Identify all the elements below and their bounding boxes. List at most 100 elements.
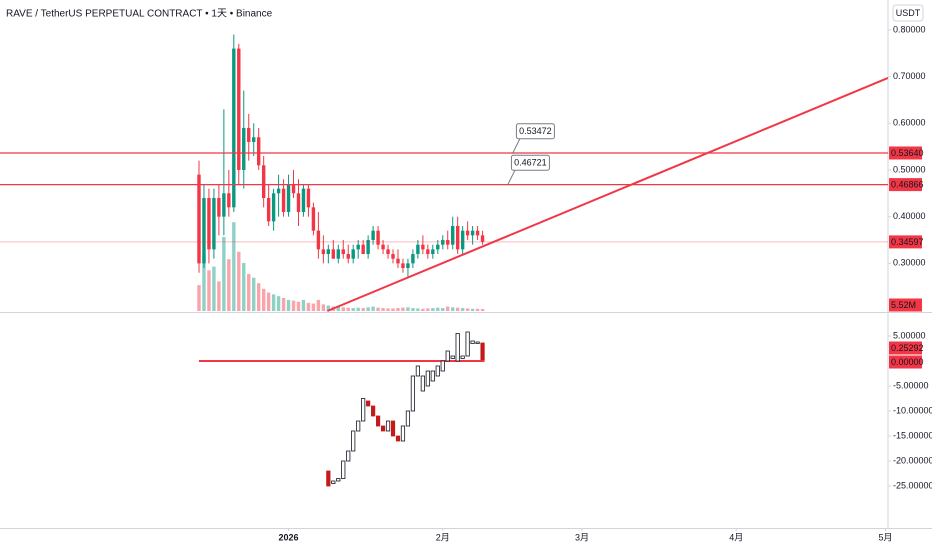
candle-body (386, 249, 390, 255)
oscillator-bar (405, 410, 411, 427)
candle-body (321, 249, 326, 255)
candle-body (271, 193, 276, 222)
candle-body (460, 230, 465, 250)
candle-body (222, 193, 226, 217)
candle-body (455, 226, 460, 250)
candle-body (237, 48, 241, 170)
volume-bar (381, 308, 385, 311)
oscillator-bar (375, 415, 381, 427)
candle-body (256, 137, 261, 166)
volume-bar (455, 307, 460, 311)
candle-body (232, 48, 236, 208)
volume-label-bg (889, 298, 922, 312)
candle-body (371, 230, 375, 241)
last-price-label-bg (889, 235, 922, 249)
volume-bar (197, 285, 201, 311)
volume-bar (271, 294, 276, 311)
oscillator-bar (465, 331, 470, 357)
candle-body (421, 244, 425, 250)
volume-bar (371, 306, 375, 311)
volume-bar (341, 307, 345, 311)
candle-body (431, 249, 435, 255)
candle-body (296, 193, 301, 213)
volume-bar (376, 307, 380, 311)
volume-bar (296, 301, 301, 311)
callout-pointer (506, 169, 516, 186)
volume-bar (361, 308, 365, 311)
oscillator-bar (356, 420, 361, 432)
candle-body (306, 188, 311, 208)
volume-bar (386, 308, 390, 311)
oscillator-bar (450, 355, 455, 359)
volume-bar (252, 277, 256, 311)
y-tick-label: 5.00000 (893, 330, 926, 340)
candle-body (446, 240, 450, 245)
horizontal-line-label: 0.46866 (891, 179, 924, 189)
oscillator-bar (425, 370, 430, 387)
candle-body (316, 230, 321, 250)
candle-body (426, 249, 430, 255)
candle-body (207, 197, 211, 250)
candle-body (301, 188, 306, 213)
volume-bar (460, 308, 465, 311)
trend-line (326, 77, 889, 312)
zero-line-label-bg (889, 355, 922, 369)
volume-label: 5.52M (891, 300, 916, 310)
volume-bar (256, 283, 261, 311)
candle-body (441, 240, 445, 245)
volume-bar (396, 308, 400, 311)
candle-body (261, 165, 266, 198)
oscillator-bar (390, 420, 396, 437)
volume-bar (441, 308, 445, 311)
y-tick-label: -15.00000 (893, 430, 932, 440)
horizontal-line-label: 0.53640 (891, 148, 924, 158)
candle-body (396, 258, 400, 264)
candle-body (326, 249, 331, 255)
oscillator-bar (415, 365, 420, 377)
volume-bar (202, 255, 206, 311)
candle-body (411, 254, 415, 264)
candle-body (356, 244, 360, 250)
currency-button[interactable] (892, 4, 924, 22)
candle-body (351, 249, 355, 259)
x-tick-label: 3月 (575, 532, 589, 542)
last-price-label: 0.34597 (891, 237, 924, 247)
volume-bar (242, 262, 246, 311)
currency[interactable]: USDT (896, 8, 921, 18)
callout-pointer (511, 137, 521, 154)
candle-body (436, 244, 440, 250)
volume-bar (266, 292, 271, 311)
volume-bar (436, 307, 440, 311)
volume-bar (426, 308, 430, 311)
candle-body (286, 183, 291, 213)
candle-body (252, 137, 256, 142)
candle-body (381, 244, 385, 250)
oscillator-bar (420, 375, 425, 392)
volume-bar (321, 304, 326, 311)
volume-bar (326, 305, 331, 311)
candle-body (361, 244, 365, 255)
candle-body (416, 244, 420, 255)
oscillator-bar (480, 342, 485, 361)
volume-bar (465, 308, 470, 311)
candle-body (197, 174, 201, 264)
y-tick-label: 0.80000 (893, 24, 926, 34)
oscillator-last-label: 0.25292 (891, 343, 924, 353)
oscillator-bar (380, 425, 386, 432)
candle-body (217, 197, 221, 217)
candle-body (247, 127, 251, 142)
candle-body (202, 197, 206, 264)
candle-body (470, 230, 475, 236)
volume-bar (247, 274, 251, 311)
volume-bar (301, 299, 306, 311)
candle-body (331, 249, 336, 259)
volume-bar (391, 308, 395, 311)
callout-text: 0.46721 (514, 158, 547, 168)
volume-bar (222, 237, 226, 311)
horizontal-line-label-bg (889, 178, 922, 192)
volume-bar (480, 308, 485, 311)
volume-bar (217, 281, 221, 311)
volume-bar (212, 266, 216, 311)
volume-bar (261, 288, 266, 311)
y-tick-label: 0.70000 (893, 71, 926, 81)
